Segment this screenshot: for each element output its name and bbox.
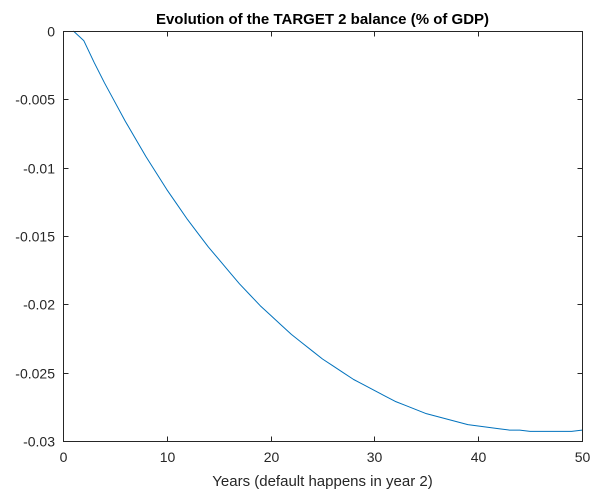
x-tick-label: 40 [471,449,487,465]
series-line-0 [73,30,583,432]
x-tick-label: 30 [367,449,383,465]
x-tick-label: 0 [60,449,68,465]
y-tick-label: -0.005 [15,92,55,108]
x-tick-label: 10 [160,449,176,465]
ticks-layer: 0 10 20 30 40 50 0 -0.005 -0.01 -0.015 -0.02 -0.025… [15,24,590,466]
y-tick-label: -0.015 [15,229,55,245]
plot-area [63,31,582,441]
series-layer [73,30,583,432]
y-tick-label: -0.01 [23,161,55,177]
y-tick-label: 0 [47,24,55,40]
x-tick-label: 50 [575,449,591,465]
y-tick-label: -0.02 [23,297,55,313]
x-axis-label: Years (default happens in year 2) [212,473,432,490]
y-tick-label: -0.03 [23,434,55,450]
chart-title: Evolution of the TARGET 2 balance (% of … [156,11,489,28]
y-tick-label: -0.025 [15,366,55,382]
x-tick-label: 20 [264,449,280,465]
